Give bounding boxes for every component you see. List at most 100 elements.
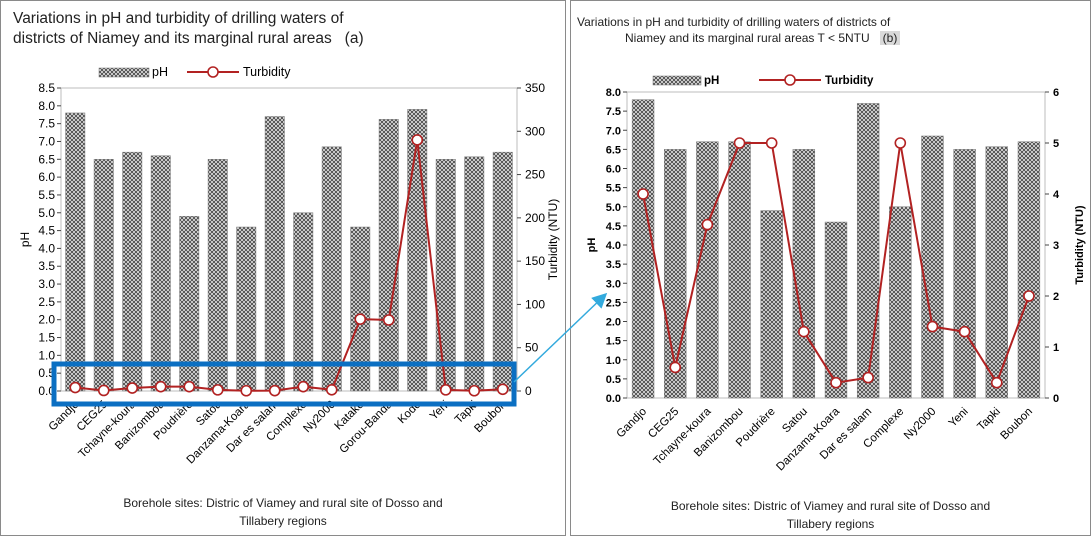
y2-tick-label-b-4: 4 <box>1053 189 1060 201</box>
bar-ph-b-0 <box>631 99 655 399</box>
y2-tick-label-b-6: 6 <box>1053 87 1059 99</box>
y-tick-label-a-15: 7.5 <box>38 117 55 131</box>
bar-ph-a-9 <box>321 146 342 392</box>
bar-ph-b-4 <box>760 210 783 399</box>
y-tick-label-a-0: 0.0 <box>38 384 55 398</box>
y-tick-label-a-1: 0.5 <box>38 366 55 380</box>
y-tick-label-a-7: 3.5 <box>38 259 55 273</box>
chart-b: 0.0 0.5 1.0 1.5 2.0 2.5 3.0 3.5 4.0 4.5 5.0 5.5 6.0 6… <box>586 74 1086 473</box>
y-tick-label-a-14: 7.0 <box>38 134 55 148</box>
chart-panel-a: Variations in pH and turbidity of drilli… <box>0 0 566 536</box>
y-tick-label-a-6: 3.0 <box>38 277 55 291</box>
legend-label-ph-a: pH <box>152 65 168 79</box>
y-tick-label-a-5: 2.5 <box>38 295 55 309</box>
chart-title-a-line1: Variations in pH and turbidity of drilli… <box>13 10 344 27</box>
point-turbidity-a-13 <box>439 384 452 396</box>
x-tick-label-b-2: Tchayne-koura <box>652 405 714 467</box>
legend-marker-turbidity-a <box>207 66 219 78</box>
point-turbidity-a-4 <box>183 380 196 393</box>
x-tick-label-a-9: Ny2000 <box>301 399 338 436</box>
y-tick-label-a-12: 6.0 <box>38 170 55 184</box>
x-axis-label-a: Borehole sites: Distric of Viamey and ru… <box>1 494 565 530</box>
y-tick-label-b-7: 3.5 <box>606 259 621 271</box>
chart-tag-b: (b) <box>879 30 901 45</box>
x-tick-label-a-12: Kodo <box>396 399 423 426</box>
point-turbidity-b-10 <box>958 325 971 338</box>
point-turbidity-b-3 <box>733 137 746 149</box>
legend-marker-turbidity-b <box>784 74 796 86</box>
bar-ph-a-12 <box>407 109 428 392</box>
point-turbidity-a-10 <box>354 313 367 325</box>
point-turbidity-b-7 <box>862 371 874 384</box>
y-tick-label-b-9: 4.5 <box>606 221 621 233</box>
y2-tick-label-b-5: 5 <box>1053 138 1059 150</box>
x-tick-label-b-0: Gandjo <box>614 406 649 441</box>
y-axis-title-a: pH <box>18 232 32 247</box>
bar-ph-a-1 <box>93 159 114 392</box>
legend-label-ph-b: pH <box>704 75 719 87</box>
y-tick-label-a-4: 2.0 <box>38 313 55 327</box>
y-tick-label-b-14: 7.0 <box>606 125 621 137</box>
point-turbidity-a-2 <box>126 382 139 394</box>
point-turbidity-b-0 <box>637 188 649 200</box>
chart-title-a: Variations in pH and turbidity of drilli… <box>13 9 433 49</box>
point-turbidity-a-7 <box>268 384 281 397</box>
y-tick-label-a-9: 4.5 <box>38 224 55 238</box>
bar-ph-a-13 <box>435 159 456 392</box>
point-turbidity-a-14 <box>468 384 481 397</box>
y2-axis-title-a: Turbidity (NTU) <box>546 199 560 281</box>
y2-tick-label-a-6: 300 <box>525 124 545 138</box>
chart-title-a-line2: districts of Niamey and its marginal rur… <box>13 30 332 48</box>
bar-ph-a-7 <box>264 116 285 392</box>
bar-ph-b-6 <box>824 221 848 399</box>
x-tick-label-a-15: Boubon <box>472 399 509 436</box>
y-tick-label-a-17: 8.5 <box>38 81 55 95</box>
point-turbidity-b-6 <box>830 376 842 389</box>
y-tick-label-b-0: 0.0 <box>606 393 621 405</box>
y-tick-label-a-11: 5.5 <box>38 188 55 202</box>
y2-tick-label-a-5: 250 <box>525 168 545 182</box>
bar-ph-a-5 <box>207 159 228 392</box>
y2-tick-label-a-0: 0 <box>525 384 532 398</box>
y-tick-label-a-3: 1.5 <box>38 331 55 345</box>
chart-tag-a: (a) <box>344 30 364 48</box>
bar-ph-b-12 <box>1017 141 1041 399</box>
y-tick-label-a-13: 6.5 <box>38 152 55 166</box>
y-tick-label-a-16: 8.0 <box>38 99 55 113</box>
chart-panel-b: Variations in pH and turbidity of drilli… <box>570 0 1091 536</box>
chart-title-b: Variations in pH and turbidity of drilli… <box>577 15 1017 46</box>
y-tick-label-b-13: 6.5 <box>606 144 621 156</box>
y2-tick-label-b-3: 3 <box>1053 240 1059 252</box>
chart-title-b-line1: Variations in pH and turbidity of drilli… <box>577 15 891 29</box>
x-tick-label-a-13: Yeni <box>428 399 452 423</box>
legend-swatch-ph-b <box>652 75 702 86</box>
y2-tick-label-a-7: 350 <box>525 81 545 95</box>
point-turbidity-b-11 <box>990 376 1003 389</box>
y2-axis-title-b: Turbidity (NTU) <box>1074 205 1086 285</box>
y-tick-label-b-3: 1.5 <box>606 336 621 348</box>
bar-ph-b-10 <box>953 149 976 399</box>
chart-a: 0.0 0.5 1.0 1.5 2.0 2.5 3.0 3.5 4.0 4.5 5.0 5.5 6.0 6… <box>18 65 560 466</box>
bar-ph-b-9 <box>921 135 944 399</box>
y-tick-label-b-8: 4.0 <box>606 240 621 252</box>
x-axis-label-b: Borehole sites: Distric of Viamey and ru… <box>571 497 1090 533</box>
x-axis-label-a-line2: Tillabery regions <box>239 514 327 528</box>
bar-ph-a-8 <box>293 212 314 392</box>
point-turbidity-a-6 <box>240 384 253 397</box>
legend-label-turbidity-a: Turbidity <box>243 65 291 79</box>
y-tick-label-a-8: 4.0 <box>38 241 55 255</box>
bar-ph-a-2 <box>122 151 143 392</box>
point-turbidity-b-5 <box>798 325 810 338</box>
legend-label-turbidity-b: Turbidity <box>825 75 874 87</box>
x-axis-label-a-line1: Borehole sites: Distric of Viamey and ru… <box>123 496 443 510</box>
y2-tick-label-a-2: 100 <box>525 297 545 311</box>
y2-tick-label-b-0: 0 <box>1053 393 1059 405</box>
y-tick-label-b-11: 5.5 <box>606 183 621 195</box>
point-turbidity-a-12 <box>411 134 424 146</box>
bar-ph-b-1 <box>664 149 687 399</box>
y2-tick-label-b-2: 2 <box>1053 291 1059 303</box>
bar-ph-a-0 <box>65 112 86 392</box>
legend-swatch-ph-a <box>98 67 150 78</box>
y-tick-label-b-12: 6.0 <box>606 164 621 176</box>
bar-ph-b-2 <box>696 141 719 399</box>
